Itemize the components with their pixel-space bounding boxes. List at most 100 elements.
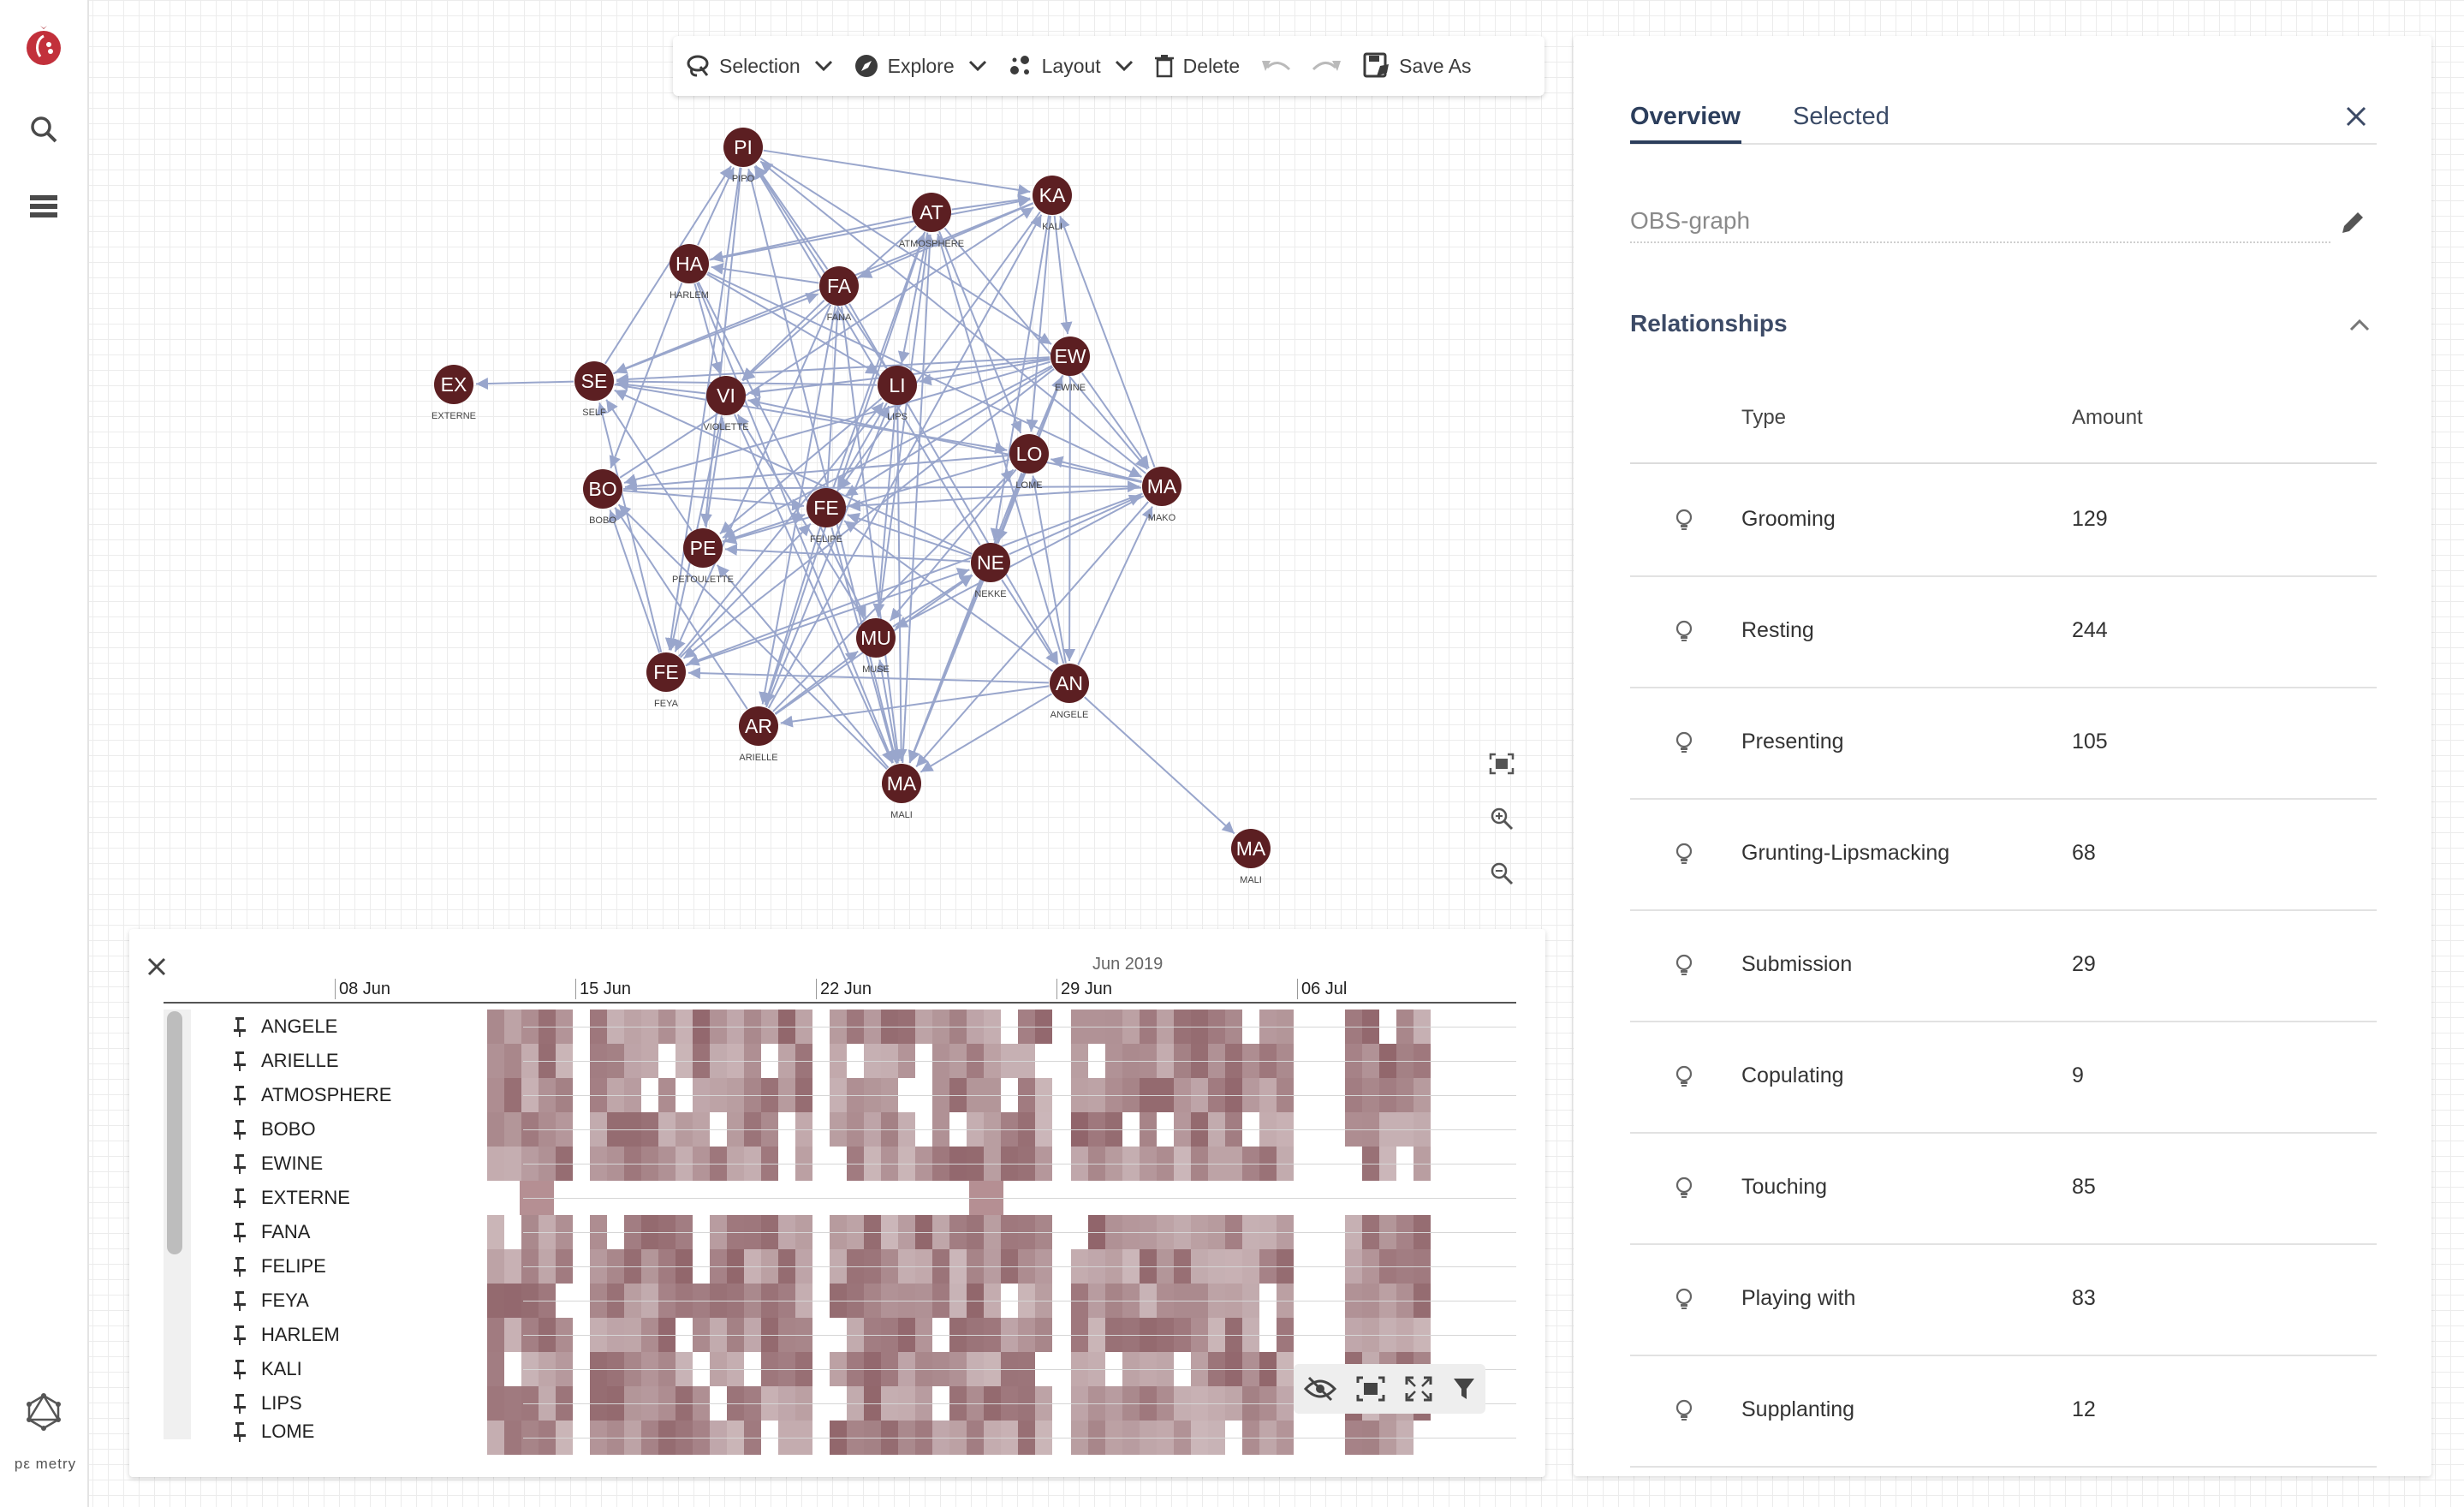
graph-edge[interactable] (722, 512, 806, 543)
close-panel-button[interactable] (2339, 99, 2373, 134)
graph-edge[interactable] (705, 417, 727, 528)
lightbulb-icon[interactable] (1671, 1397, 1697, 1423)
collapse-relationships-button[interactable] (2342, 308, 2377, 342)
graph-edge[interactable] (745, 168, 898, 764)
graph-edge[interactable] (622, 480, 1140, 493)
edit-name-button[interactable] (2334, 204, 2372, 241)
graph-edge[interactable] (767, 214, 1043, 709)
pin-icon[interactable] (232, 1153, 247, 1175)
graph-edge[interactable] (848, 303, 1059, 665)
graph-edge[interactable] (908, 473, 1023, 764)
graph-edge[interactable] (614, 507, 748, 710)
graph-edge[interactable] (741, 299, 825, 381)
graph-edge[interactable] (1029, 475, 1067, 664)
graph-canvas[interactable]: PI PIPO KA KALI AT ATMOSPHERE HA HARLEM FA FANA EW… (88, 98, 1544, 938)
graph-edge[interactable] (920, 693, 1052, 773)
graph-node[interactable]: MA MALI (882, 764, 921, 820)
graph-edge[interactable] (741, 225, 917, 382)
graph-edge[interactable] (1053, 215, 1073, 335)
graph-edge[interactable] (1077, 506, 1153, 665)
graph-node[interactable]: FA FANA (819, 266, 859, 323)
graph-edge[interactable] (608, 509, 661, 653)
graph-edge[interactable] (848, 486, 1142, 512)
graph-node-circle[interactable] (806, 488, 846, 527)
graph-node[interactable]: MU MUSE (856, 618, 896, 675)
graph-node[interactable]: LO LOME (1009, 434, 1049, 491)
pomegranate-logo-icon[interactable] (17, 19, 70, 72)
graph-edge[interactable] (711, 262, 819, 284)
graph-node-circle[interactable] (971, 543, 1010, 582)
graph-edge[interactable] (826, 307, 843, 488)
lightbulb-icon[interactable] (1671, 1286, 1697, 1312)
graph-node[interactable]: FE FEYA (646, 652, 686, 709)
graph-node[interactable]: EW EWINE (1050, 337, 1090, 393)
graph-edge[interactable] (765, 405, 890, 708)
graph-node[interactable]: MA MALI (1231, 829, 1271, 885)
graph-edge[interactable] (1080, 372, 1150, 469)
lightbulb-icon[interactable] (1671, 618, 1697, 644)
graph-node[interactable]: SE SELF (574, 361, 614, 418)
graph-edge[interactable] (622, 490, 805, 511)
graph-edge[interactable] (711, 215, 912, 263)
graph-node-circle[interactable] (1231, 829, 1271, 868)
graph-node-circle[interactable] (912, 193, 951, 232)
graph-edge[interactable] (872, 405, 896, 616)
graph-node[interactable]: EX EXTERNE (431, 365, 476, 421)
graph-edge[interactable] (763, 149, 1031, 196)
close-timeline-button[interactable] (140, 950, 174, 984)
graph-edge[interactable] (604, 165, 732, 365)
graph-edge[interactable] (1026, 215, 1051, 432)
search-icon[interactable] (17, 103, 70, 156)
timeline-scroll-thumb[interactable] (167, 1011, 182, 1254)
pin-icon[interactable] (232, 1016, 247, 1038)
graph-edge[interactable] (605, 399, 693, 532)
zoom-out-icon[interactable] (1483, 855, 1521, 892)
pin-icon[interactable] (232, 1118, 247, 1141)
graph-edge[interactable] (889, 468, 1017, 622)
filter-icon[interactable] (1452, 1376, 1476, 1402)
graph-edge[interactable] (836, 402, 888, 490)
graph-edge[interactable] (616, 378, 706, 395)
graph-edge[interactable] (772, 468, 1015, 712)
graph-edge[interactable] (754, 164, 829, 270)
pin-icon[interactable] (232, 1221, 247, 1243)
explore-menu-button[interactable]: Explore (854, 53, 987, 79)
graph-node[interactable]: PE PETOULETTE (672, 528, 734, 585)
graph-edge[interactable] (951, 194, 1031, 211)
graph-edge[interactable] (753, 165, 981, 545)
graph-node-circle[interactable] (1050, 664, 1089, 703)
graph-node-circle[interactable] (1009, 434, 1049, 474)
relationship-row[interactable]: Submission 29 (1630, 909, 2377, 1022)
graph-edge[interactable] (674, 304, 832, 652)
graph-edge[interactable] (902, 234, 936, 764)
graph-edge[interactable] (1063, 376, 1076, 662)
graph-edge[interactable] (780, 685, 1050, 728)
graph-edge[interactable] (759, 160, 1146, 474)
tab-selected[interactable]: Selected (1793, 103, 1890, 130)
graph-node-circle[interactable] (434, 365, 473, 404)
graph-node-circle[interactable] (882, 764, 921, 803)
graph-node-circle[interactable] (739, 706, 778, 746)
graph-edge[interactable] (617, 503, 888, 770)
graph-node-circle[interactable] (856, 618, 896, 658)
graph-edge[interactable] (733, 414, 894, 764)
lightbulb-icon[interactable] (1671, 841, 1697, 867)
graph-node-circle[interactable] (706, 376, 746, 415)
graph-edge[interactable] (843, 520, 1054, 672)
relationship-row[interactable]: Grunting-Lipsmacking 68 (1630, 798, 2377, 911)
relationship-row[interactable]: Grooming 129 (1630, 464, 2377, 577)
graph-node-circle[interactable] (683, 528, 723, 568)
graph-node[interactable]: KA KALI (1033, 176, 1072, 232)
graph-edge[interactable] (938, 230, 1022, 434)
graph-node-circle[interactable] (583, 469, 622, 509)
graph-node[interactable]: NE NEKKE (971, 543, 1010, 599)
graph-edge[interactable] (709, 195, 1031, 261)
graph-edge[interactable] (996, 473, 1023, 542)
graph-edge[interactable] (844, 366, 1054, 497)
graph-edge[interactable] (895, 495, 1145, 628)
lightbulb-icon[interactable] (1671, 1063, 1697, 1089)
graph-edge[interactable] (475, 378, 574, 390)
pin-icon[interactable] (232, 1290, 247, 1312)
lightbulb-icon[interactable] (1671, 1175, 1697, 1200)
